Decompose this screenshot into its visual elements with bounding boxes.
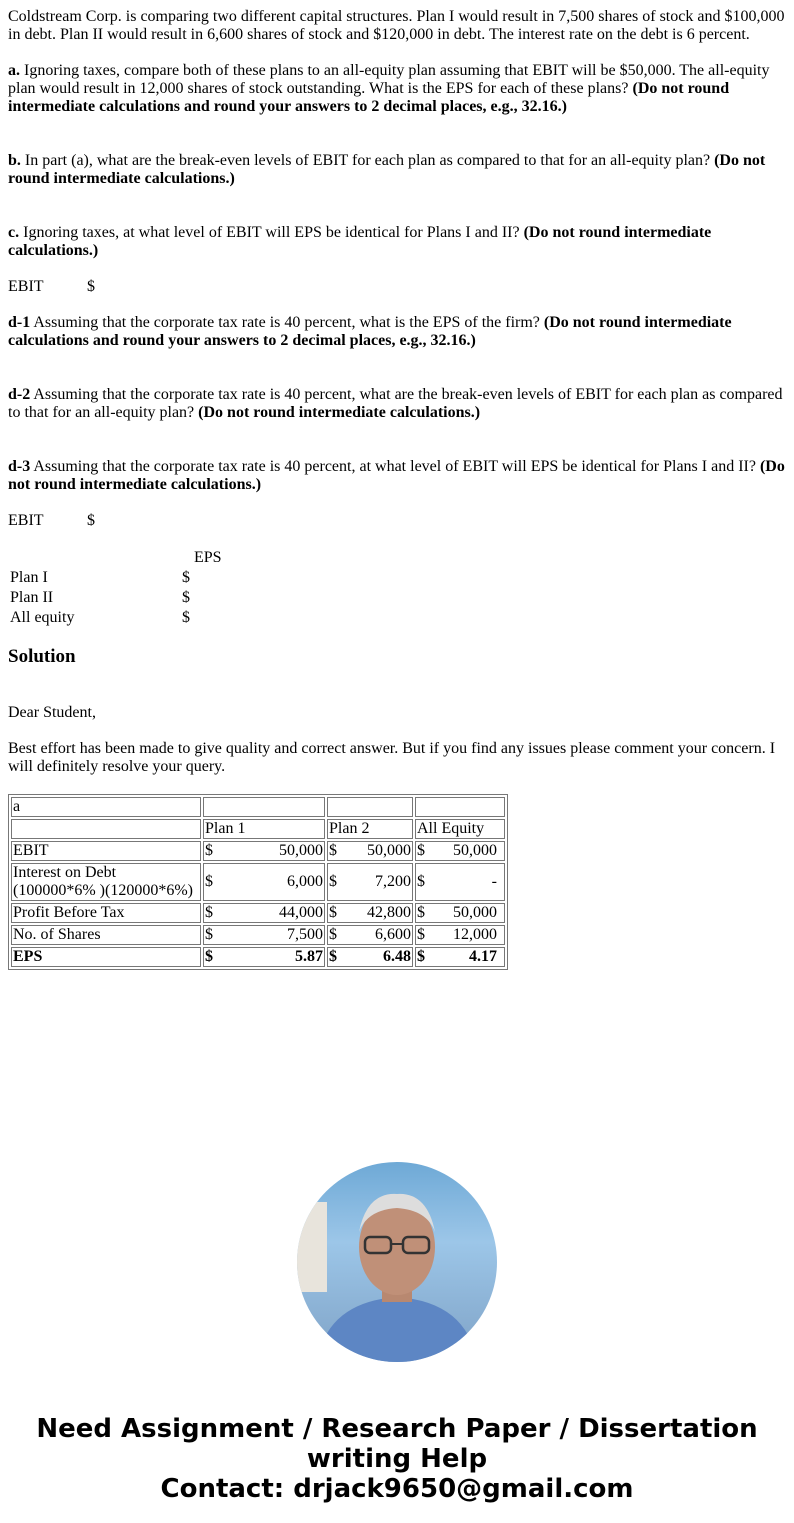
value-cell: $50,000 [327,841,413,861]
ebit-answer-d3: EBIT $ [8,512,95,529]
value-cell: $5.87 [203,947,325,967]
row-label: Profit Before Tax [11,903,201,923]
part-c: c. Ignoring taxes, at what level of EBIT… [8,224,712,259]
value-cell: $6,600 [327,925,413,945]
part-b: b. In part (a), what are the break-even … [8,152,766,187]
author-photo [297,1162,497,1362]
footer-ad: Need Assignment / Research Paper / Disse… [36,1414,758,1504]
value-cell: $6,000 [203,863,325,901]
value-cell: $44,000 [203,903,325,923]
value-cell: $ - [415,863,505,901]
part-d1: d-1 Assuming that the corporate tax rate… [8,314,732,349]
value-cell: $7,500 [203,925,325,945]
table-row: Profit Before Tax $44,000 $42,800 $50,000 [11,903,505,923]
row-label: EPS [11,947,201,967]
row-label: No. of Shares [11,925,201,945]
table-row: Interest on Debt (100000*6% )(120000*6%)… [11,863,505,901]
intro: Coldstream Corp. is comparing two differ… [8,8,785,43]
value-cell: $50,000 [203,841,325,861]
value-cell: $50,000 [415,841,505,861]
table-row: EBIT $50,000 $50,000 $50,000 [11,841,505,861]
note: Best effort has been made to give qualit… [8,740,776,775]
ebit-answer-c: EBIT $ [8,278,95,295]
part-a: a. Ignoring taxes, compare both of these… [8,62,770,115]
table-row: No. of Shares $7,500 $6,600 $12,000 [11,925,505,945]
part-d3: d-3 Assuming that the corporate tax rate… [8,458,785,493]
value-cell: $4.17 [415,947,505,967]
table-row: EPS $5.87 $6.48 $4.17 [11,947,505,967]
value-cell: $7,200 [327,863,413,901]
solution-table: a Plan 1 Plan 2 All Equity EBIT $50,000 $50,… [8,794,508,970]
question: Coldstream Corp. is comparing two differ… [8,8,786,628]
value-cell: $6.48 [327,947,413,967]
value-cell: $42,800 [327,903,413,923]
greeting: Dear Student, [8,704,96,721]
row-label: Interest on Debt (100000*6% )(120000*6%) [11,863,201,901]
row-label: EBIT [11,841,201,861]
eps-answer-table: EPS Plan I $ Plan II $ All equity $ [10,549,222,626]
table-header-row: Plan 1 Plan 2 All Equity [11,819,505,839]
solution-heading: Solution [8,646,76,667]
value-cell: $12,000 [415,925,505,945]
part-d2: d-2 Assuming that the corporate tax rate… [8,386,783,421]
table-row: a [11,797,505,817]
value-cell: $50,000 [415,903,505,923]
